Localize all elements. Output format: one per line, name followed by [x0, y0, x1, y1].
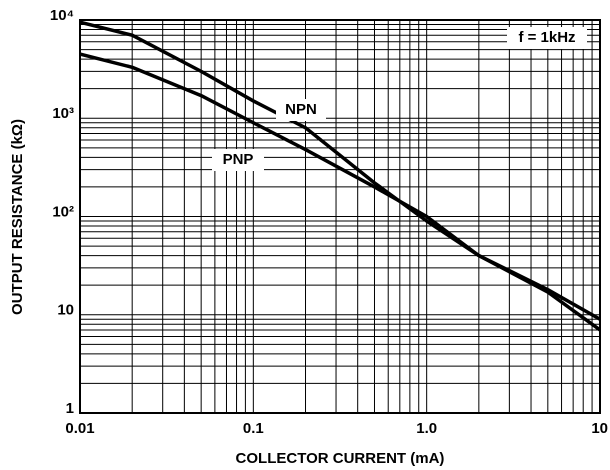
annotation: NPN: [285, 101, 317, 118]
label-box: [507, 27, 587, 49]
y-tick-label: 10⁴: [50, 7, 74, 24]
annotation: PNP: [223, 151, 254, 168]
series-line: [79, 52, 601, 321]
x-tick-label: 1.0: [416, 420, 437, 437]
y-tick-label: 10²: [52, 203, 74, 220]
plot-area: 0.01 0.1 1.0 10 1 10 10² 10³ 10⁴: [50, 7, 608, 437]
y-tick-label: 10³: [52, 105, 74, 122]
y-tick-label: 10: [57, 302, 74, 319]
x-axis-title: COLLECTOR CURRENT (mA): [236, 450, 445, 467]
x-tick-label: 0.01: [65, 420, 94, 437]
plot-border: [79, 19, 601, 414]
y-axis-title: OUTPUT RESISTANCE (kΩ): [9, 119, 26, 315]
annotation: f = 1kHz: [518, 29, 575, 46]
label-box: [276, 99, 326, 121]
label-box: [212, 149, 264, 171]
x-tick-label: 0.1: [243, 420, 264, 437]
x-tick-label: 10: [591, 420, 608, 437]
y-tick-label: 1: [66, 400, 74, 417]
series-line: [79, 20, 602, 332]
